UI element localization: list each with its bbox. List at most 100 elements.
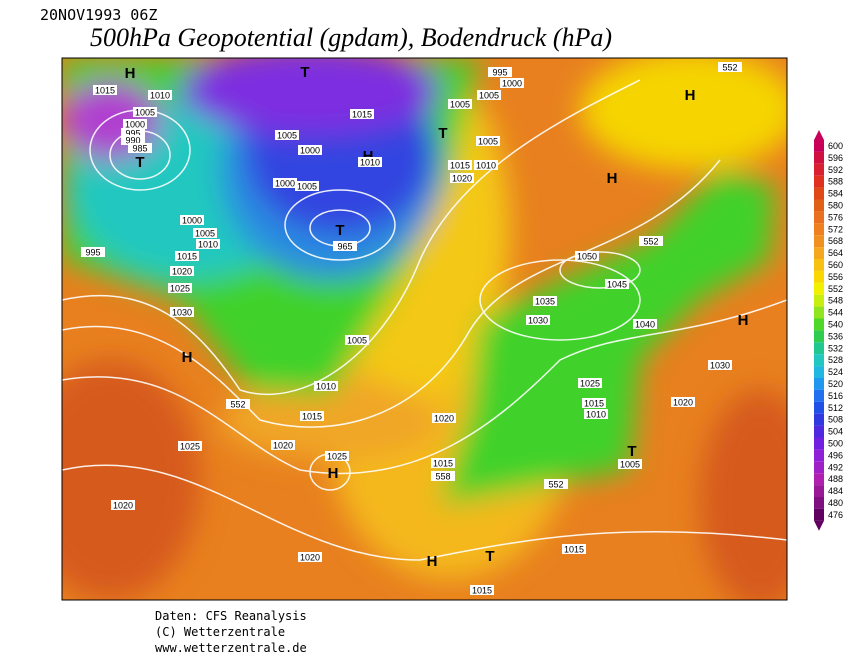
label-bg <box>578 378 602 388</box>
isobar-label: 1015 <box>472 586 492 596</box>
pressure-center: T <box>627 443 636 460</box>
pressure-center: T <box>485 548 494 565</box>
legend-level: 488 <box>828 474 843 484</box>
isobar-label: 995 <box>492 68 507 78</box>
label-bg <box>448 99 472 109</box>
legend-swatch <box>814 508 824 521</box>
isobar-label: 1000 <box>300 146 320 156</box>
pressure-center: T <box>300 64 309 81</box>
legend-level: 596 <box>828 153 843 163</box>
isobar-label: 1020 <box>300 553 320 563</box>
isobar-label: 1025 <box>170 284 190 294</box>
map-frame <box>61 57 788 601</box>
isobar-label: 1015 <box>177 252 197 262</box>
isobar-label: 552 <box>548 480 563 490</box>
legend-level: 592 <box>828 165 843 175</box>
isobar-label: 1010 <box>316 382 336 392</box>
isobar-label: 1020 <box>434 414 454 424</box>
footer-url: www.wetterzentrale.de <box>155 641 307 655</box>
label-bg <box>584 409 608 419</box>
isobar-label: 1015 <box>584 399 604 409</box>
label-bg <box>148 90 172 100</box>
label-bg <box>314 381 338 391</box>
pressure-center: H <box>738 312 749 329</box>
label-bg <box>170 307 194 317</box>
isobar-label: 1010 <box>150 91 170 101</box>
isobar-label: 1010 <box>360 158 380 168</box>
legend-swatch <box>814 318 824 331</box>
isobar-label: 1015 <box>95 86 115 96</box>
isobar-label: 995 <box>85 248 100 258</box>
label-bg <box>123 119 147 129</box>
legend-level: 600 <box>828 141 843 151</box>
legend-swatch <box>814 247 824 259</box>
label-bg <box>639 236 663 246</box>
legend-level: 528 <box>828 355 843 365</box>
label-bg <box>226 399 250 409</box>
legend-level: 532 <box>828 343 843 353</box>
isobar-label: 1020 <box>172 267 192 277</box>
legend-level: 564 <box>828 248 843 258</box>
label-bg <box>325 451 349 461</box>
legend-level: 588 <box>828 177 843 187</box>
pressure-center: H <box>328 465 339 482</box>
isobar-label: 1025 <box>580 379 600 389</box>
label-bg <box>193 228 217 238</box>
label-bg <box>275 130 299 140</box>
label-bg <box>271 440 295 450</box>
pressure-center: T <box>438 125 447 142</box>
label-bg <box>121 128 145 138</box>
label-bg <box>298 552 322 562</box>
footer-copyright: (C) Wetterzentrale <box>155 625 285 639</box>
isobar-label: 552 <box>722 63 737 73</box>
legend-swatch <box>814 187 824 200</box>
isobar-label: 1005 <box>195 229 215 239</box>
label-bg <box>488 67 512 77</box>
isobar-label: 1020 <box>113 501 133 511</box>
isobar-label: 1040 <box>635 320 655 330</box>
legend-swatch <box>814 342 824 355</box>
pressure-center: T <box>135 154 144 171</box>
legend-swatch <box>814 294 824 307</box>
isobar-label: 1030 <box>710 361 730 371</box>
legend-swatch <box>814 282 824 295</box>
label-bg <box>450 173 474 183</box>
legend-level: 524 <box>828 367 843 377</box>
label-bg <box>474 160 498 170</box>
label-bg <box>605 279 629 289</box>
legend-level: 540 <box>828 320 843 330</box>
label-bg <box>544 479 568 489</box>
legend-level: 568 <box>828 236 843 246</box>
label-bg <box>477 90 501 100</box>
label-bg <box>562 544 586 554</box>
legend-swatch <box>814 151 824 164</box>
isobar-label: 1045 <box>607 280 627 290</box>
label-bg <box>476 136 500 146</box>
legend-swatch <box>814 485 824 497</box>
pressure-center: H <box>363 148 374 165</box>
isobar-label: 558 <box>435 472 450 482</box>
label-bg <box>470 585 494 595</box>
legend-level: 556 <box>828 272 843 282</box>
isobar-label: 1015 <box>302 412 322 422</box>
legend-swatch <box>814 199 824 212</box>
legend-swatch <box>814 413 824 426</box>
pressure-center: T <box>335 222 344 239</box>
isobar-label: 1050 <box>577 252 597 262</box>
isobar-label: 1015 <box>433 459 453 469</box>
isobar-label: 1025 <box>180 442 200 452</box>
legend-swatch <box>814 306 824 319</box>
label-bg <box>708 360 732 370</box>
legend-level: 496 <box>828 450 843 460</box>
label-bg <box>432 413 456 423</box>
label-bg <box>448 160 472 170</box>
legend-level: 560 <box>828 260 843 270</box>
legend-arrow-bottom <box>814 520 824 531</box>
label-bg <box>168 283 192 293</box>
legend-level: 476 <box>828 510 843 520</box>
label-bg <box>128 143 152 153</box>
label-bg <box>300 411 324 421</box>
isobar-label: 1005 <box>479 91 499 101</box>
